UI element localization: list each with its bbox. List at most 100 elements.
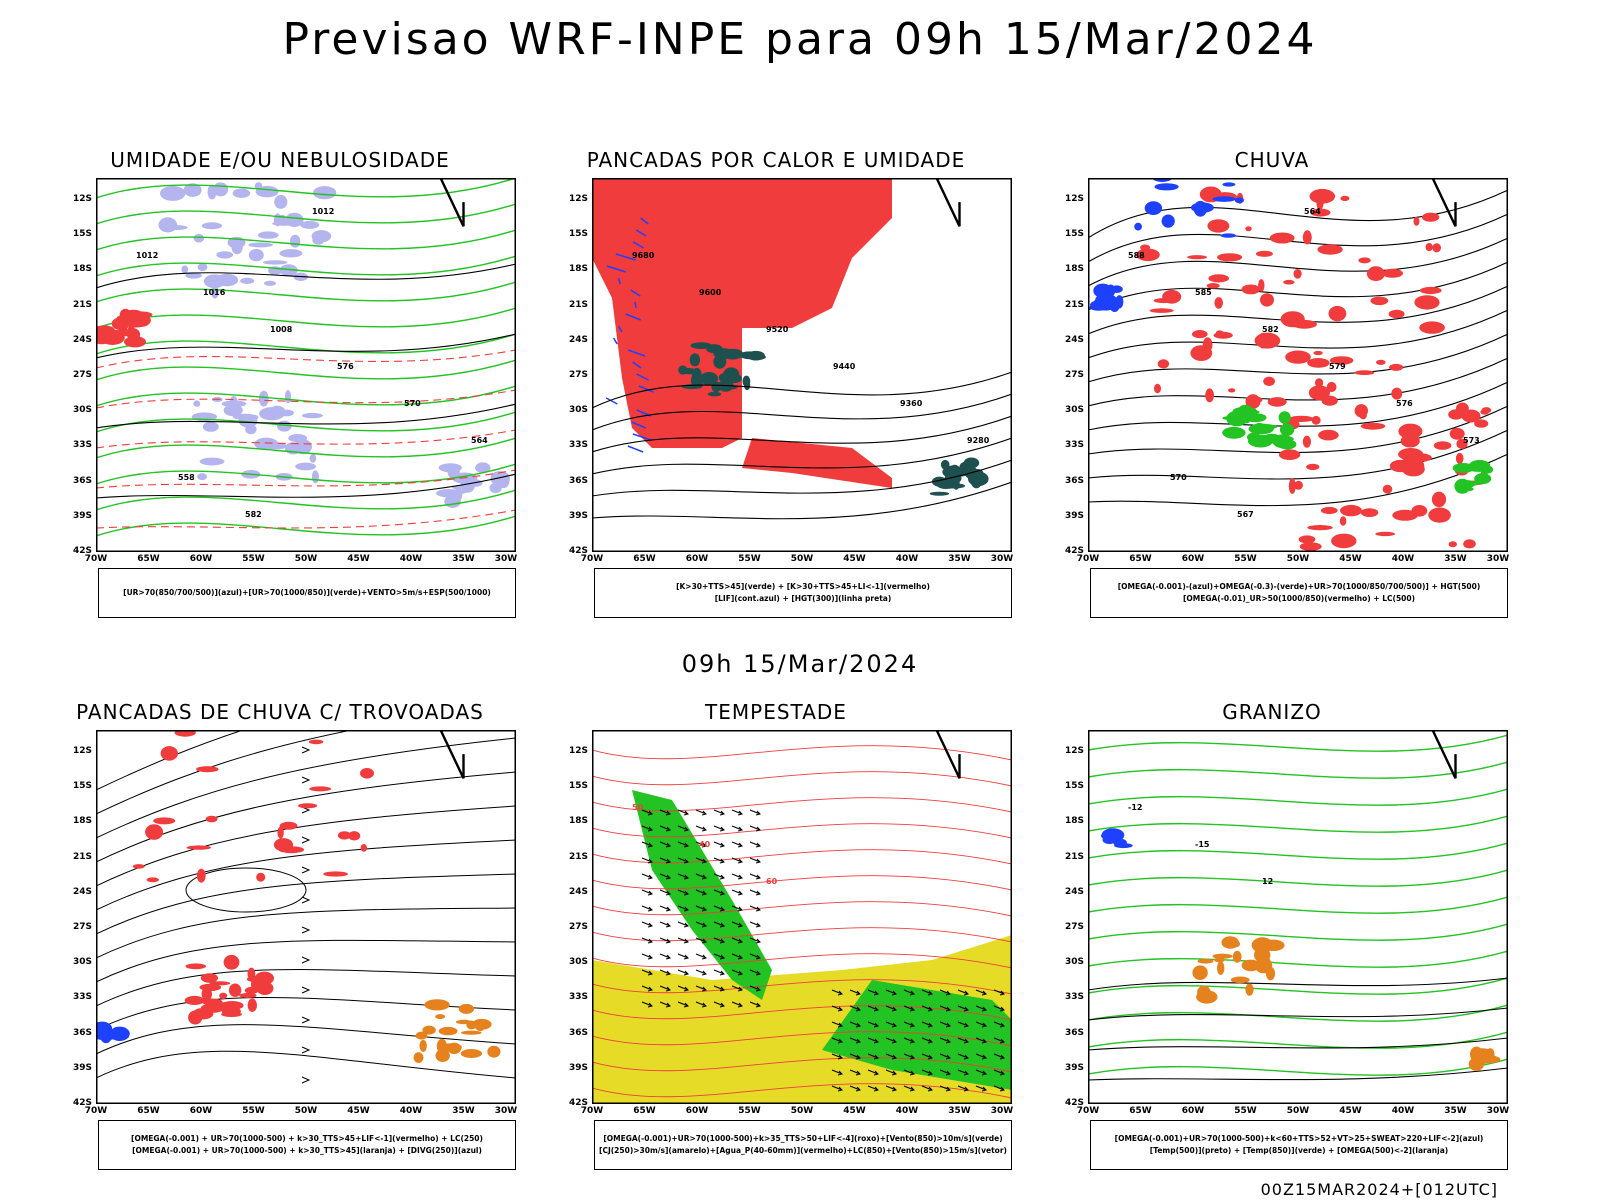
- wind850-vector: [975, 1037, 987, 1044]
- humidity-upper-area: [197, 473, 207, 481]
- thunderstorm-orange-area: [487, 1045, 501, 1058]
- humidity-upper-area: [202, 421, 219, 432]
- lon-tick-label: 55W: [1234, 554, 1257, 564]
- wind850-vector: [749, 985, 761, 992]
- humidity-upper-area: [238, 414, 258, 428]
- map-plot: 50 40 60: [592, 730, 1012, 1104]
- rain-red-area: [1291, 319, 1317, 329]
- wind850-vector: [993, 1005, 1005, 1012]
- rain-red-area: [1382, 484, 1393, 494]
- hgt300-contour: [592, 415, 1012, 453]
- wind850-vector: [731, 841, 743, 848]
- wind850-vector: [939, 1069, 951, 1076]
- lat-tick-label: 18S: [568, 264, 588, 275]
- thunderstorm-red-area: [256, 981, 274, 995]
- thunderstorm-red-area: [256, 872, 266, 882]
- rain-red-area: [1389, 363, 1404, 371]
- lon-tick-label: 55W: [242, 554, 265, 564]
- wind850-vector: [975, 1053, 987, 1060]
- lat-tick-label: 39S: [568, 510, 588, 521]
- wind850-vector: [641, 921, 653, 928]
- precipitable-water-contour: [592, 849, 1012, 865]
- precipitable-water-contour: [592, 1083, 1012, 1099]
- lifted-index-contour: [634, 301, 637, 309]
- omega500-orange-area: [1263, 955, 1271, 972]
- panel-legend-box: [OMEGA(-0.001) + UR>70(1000-500) + k>30_…: [98, 1120, 516, 1170]
- precipitable-water-contour: [592, 823, 1012, 839]
- page-title: Previsao WRF-INPE para 09h 15/Mar/2024: [282, 14, 1318, 65]
- temp850-contour: [1088, 734, 1508, 752]
- rain-red-area: [1206, 283, 1220, 289]
- thickness-contour: [96, 389, 516, 409]
- wind850-vector: [885, 1069, 897, 1076]
- lon-tick-label: 45W: [347, 554, 370, 564]
- rain-red-area: [1207, 219, 1230, 233]
- lifted-index-contour: [627, 445, 644, 453]
- lon-tick-label: 35W: [1444, 1106, 1467, 1116]
- rain-red-area: [1228, 388, 1236, 393]
- humidity-upper-area: [254, 437, 279, 451]
- wind850-vector: [867, 1037, 879, 1044]
- rain-red-area: [1326, 381, 1337, 393]
- convective-green-area: [723, 367, 740, 382]
- lat-tick-label: 27S: [72, 922, 92, 932]
- lat-tick-label: 21S: [72, 299, 92, 310]
- rain-red-area: [1258, 279, 1265, 292]
- wind850-vector: [921, 1053, 933, 1060]
- contour-value-label: 576: [337, 362, 354, 371]
- wind850-vector: [903, 1005, 915, 1012]
- wind850-vector: [831, 1037, 843, 1044]
- rain-red-area: [1339, 516, 1347, 526]
- thunderstorm-red-area: [221, 1011, 242, 1017]
- rain-red-area: [1313, 350, 1323, 356]
- humidity-low-contour: [96, 385, 516, 407]
- rain-red-area: [1354, 404, 1368, 418]
- lon-tick-label: 65W: [633, 554, 656, 564]
- streamline-arrow: [301, 866, 311, 874]
- rain-red-area: [1456, 402, 1469, 415]
- precipitable-water-contour: [592, 953, 1012, 969]
- wind850-vector: [749, 969, 761, 976]
- wind850-vector: [867, 989, 879, 996]
- legend-line: [LIF](cont.azul) + [HGT(300)](linha pret…: [714, 594, 892, 603]
- humidity-upper-area: [475, 462, 491, 474]
- lifted-index-contour: [615, 253, 636, 261]
- rain-red-area: [1419, 321, 1445, 334]
- streamline-250hPa: [185, 867, 307, 913]
- humidity-low-contour: [96, 437, 516, 459]
- thunderstorm-orange-area: [471, 1018, 492, 1030]
- wind850-vector: [885, 989, 897, 996]
- wind850-vector: [921, 1005, 933, 1012]
- lat-tick-label: 24S: [72, 886, 92, 897]
- streamline-250hPa: [96, 873, 516, 935]
- wind850-vector: [659, 873, 671, 880]
- precipitable-water-contour: [592, 797, 1012, 813]
- omega500-orange-area: [1192, 965, 1208, 980]
- wind850-vector: [885, 1037, 897, 1044]
- map-plot: 1012 1016 1008 576 570 564 558 582 1012: [96, 178, 516, 552]
- lat-tick-label: 18S: [72, 264, 92, 275]
- contour-value-label: 60: [766, 877, 778, 886]
- lat-tick-label: 39S: [568, 1062, 588, 1073]
- rain-red-area: [1302, 435, 1311, 448]
- lat-tick-label: 30S: [72, 405, 92, 416]
- lat-tick-label: 24S: [568, 334, 588, 345]
- thunderstorm-red-area: [323, 871, 348, 877]
- temp500-contour: [1088, 977, 1508, 991]
- rain-red-area: [1307, 525, 1333, 531]
- precipitable-water-contour: [592, 745, 1012, 761]
- panel-legend-box: [OMEGA(-0.001)-(azul)+OMEGA(-0.3)-(verde…: [1090, 568, 1508, 618]
- lon-tick-label: 60W: [685, 554, 709, 564]
- rain-red-area: [1474, 419, 1489, 428]
- lon-tick-label: 30W: [990, 554, 1014, 564]
- wind850-vector: [939, 1053, 951, 1060]
- rain-red-area: [1157, 359, 1170, 369]
- wind850-vector: [695, 1001, 707, 1008]
- rain-red-area: [1375, 531, 1396, 537]
- rain-red-area: [1298, 535, 1316, 544]
- rain-red-area: [1267, 397, 1287, 407]
- lon-tick-label: 35W: [452, 1106, 475, 1116]
- rain-red-area: [1217, 253, 1243, 262]
- humidity-upper-area: [289, 234, 301, 248]
- hgt300-contour: [592, 481, 1012, 520]
